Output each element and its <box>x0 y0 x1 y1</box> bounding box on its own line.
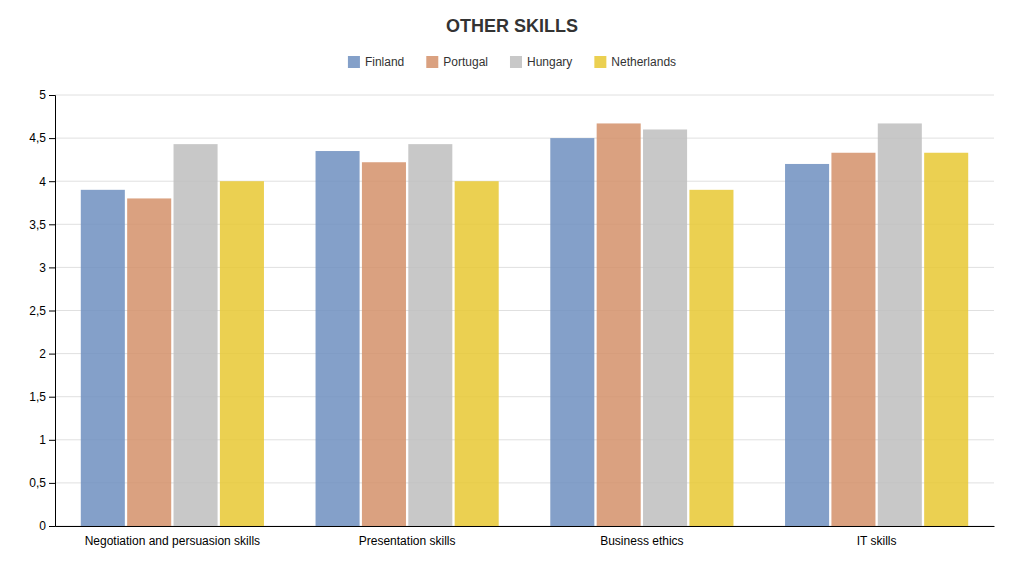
bar <box>408 144 452 526</box>
tick: 1,5 <box>29 390 55 404</box>
legend-swatch <box>348 56 360 68</box>
bar <box>127 198 171 526</box>
tick-label: 3 <box>39 261 46 275</box>
bar <box>785 164 829 526</box>
tick: 4,5 <box>29 131 55 145</box>
bar <box>362 162 406 526</box>
bar <box>81 190 125 526</box>
bar-series <box>127 123 875 526</box>
tick-label: 2,5 <box>29 304 46 318</box>
bar <box>455 181 499 526</box>
bar <box>924 153 968 526</box>
tick-mark <box>49 138 55 139</box>
tick-mark <box>49 397 55 398</box>
bar <box>689 190 733 526</box>
tick-mark <box>49 224 55 225</box>
legend: Finland Portugal Hungary Netherlands <box>348 55 676 69</box>
legend-label: Netherlands <box>611 55 676 69</box>
legend-item: Hungary <box>510 55 572 69</box>
x-axis: Negotiation and persuasion skills Present… <box>56 527 995 548</box>
title: OTHER SKILLS <box>446 16 578 36</box>
legend-item: Finland <box>348 55 404 69</box>
plot: 0 0,5 1 1,5 2 2,5 3 3,5 4 4,5 5 Negotiation and per… <box>29 88 994 547</box>
tick-label: 1,5 <box>29 390 46 404</box>
tick: 2 <box>39 347 55 361</box>
bar-series <box>174 123 922 526</box>
legend-label: Finland <box>365 55 404 69</box>
bar <box>220 181 264 526</box>
tick: 3,5 <box>29 218 55 232</box>
tick-label: 2 <box>39 347 46 361</box>
legend-item: Portugal <box>426 55 488 69</box>
bars <box>81 123 968 526</box>
tick: Business ethics <box>600 534 683 548</box>
tick-mark <box>49 440 55 441</box>
tick: 2,5 <box>29 304 55 318</box>
tick-label: Business ethics <box>600 534 683 548</box>
tick: 3 <box>39 261 55 275</box>
tick-mark <box>49 526 55 527</box>
bar <box>878 123 922 526</box>
tick-label: 1 <box>39 433 46 447</box>
legend-swatch <box>594 56 606 68</box>
tick-label: 0 <box>39 519 46 533</box>
legend-label: Portugal <box>443 55 488 69</box>
legend-label: Hungary <box>527 55 572 69</box>
tick: 4 <box>39 175 55 189</box>
tick-label: IT skills <box>857 534 897 548</box>
tick-mark <box>49 311 55 312</box>
tick: Negotiation and persuasion skills <box>85 534 260 548</box>
bar-series <box>81 138 829 526</box>
tick: 5 <box>39 88 55 102</box>
tick-label: 0,5 <box>29 476 46 490</box>
tick-mark <box>49 354 55 355</box>
legend-swatch <box>510 56 522 68</box>
axis-line <box>49 96 56 527</box>
tick: 0 <box>39 519 55 533</box>
tick-label: 4,5 <box>29 131 46 145</box>
y-axis: 0 0,5 1 1,5 2 2,5 3 3,5 4 4,5 5 <box>29 88 55 533</box>
chart: OTHER SKILLS 0 0,5 1 1,5 2 2,5 3 3,5 4 4,5 5 Negotia… <box>0 0 1024 576</box>
bar <box>174 144 218 526</box>
tick-label: Presentation skills <box>359 534 456 548</box>
bar <box>316 151 360 526</box>
axis-line <box>56 526 995 527</box>
bar <box>831 153 875 526</box>
tick: 0,5 <box>29 476 55 490</box>
tick-label: Negotiation and persuasion skills <box>85 534 260 548</box>
tick-label: 5 <box>39 88 46 102</box>
tick-label: 4 <box>39 175 46 189</box>
tick: IT skills <box>857 534 897 548</box>
bar <box>550 138 594 526</box>
tick-mark <box>49 95 55 96</box>
bar <box>643 129 687 526</box>
grid-line <box>55 138 994 139</box>
tick-label: 3,5 <box>29 218 46 232</box>
bar <box>597 123 641 526</box>
grid-line <box>55 95 994 96</box>
legend-swatch <box>426 56 438 68</box>
tick: 1 <box>39 433 55 447</box>
grid <box>55 95 994 526</box>
bar-series <box>220 153 968 526</box>
legend-item: Netherlands <box>594 55 676 69</box>
tick-mark <box>49 267 55 268</box>
tick-mark <box>49 483 55 484</box>
tick-mark <box>49 181 55 182</box>
tick: Presentation skills <box>359 534 456 548</box>
